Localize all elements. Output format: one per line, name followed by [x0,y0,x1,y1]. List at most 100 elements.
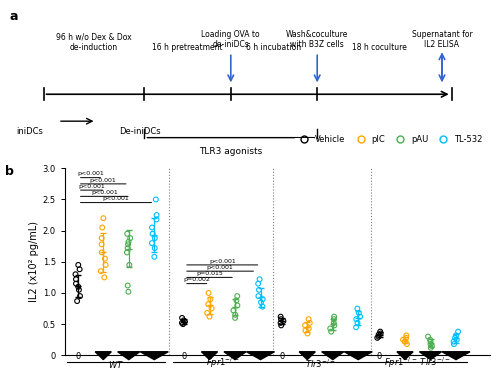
Point [74,262,82,268]
Point [204,290,212,296]
Point [98,224,106,230]
Point [203,310,211,316]
Point [401,338,409,344]
Point [426,341,434,347]
Point [277,316,285,322]
Point [75,287,83,293]
Point [451,335,459,341]
Point [97,268,105,274]
Point [256,276,264,282]
Text: p<0.001: p<0.001 [78,184,105,189]
Point [326,325,334,331]
Point [450,338,458,344]
Point [374,332,382,338]
Point [426,337,434,343]
Text: iniDCs: iniDCs [16,127,42,136]
Point [231,315,239,321]
Point [327,329,335,335]
Point [124,239,132,245]
Text: 6 h incubation: 6 h incubation [246,43,302,52]
Point [428,343,436,349]
Point [257,299,265,305]
Point [73,298,81,304]
Point [148,231,156,237]
Text: a: a [10,10,18,24]
Point [399,337,407,343]
Point [152,217,160,223]
Point [402,332,410,338]
Point [206,296,214,302]
Point [234,303,241,309]
Point [304,331,312,337]
Point [208,306,216,312]
Polygon shape [95,352,112,360]
Text: p<0.001: p<0.001 [77,171,104,177]
Text: $WT$: $WT$ [108,359,124,370]
Point [352,324,360,330]
Polygon shape [118,352,140,360]
Point [178,315,186,321]
Polygon shape [442,352,470,360]
Text: $Fpr1^{-/-}$: $Fpr1^{-/-}$ [206,356,239,370]
Text: p=0.002: p=0.002 [184,278,210,282]
Point [72,276,80,282]
Point [152,212,160,218]
Point [178,320,186,326]
Polygon shape [420,352,442,360]
Point [150,254,158,260]
Point [179,321,187,327]
Point [277,322,285,328]
Point [74,284,82,290]
Point [124,245,132,251]
Point [452,332,460,338]
Point [100,215,108,221]
Text: $Tlr3^{-/-}$: $Tlr3^{-/-}$ [304,358,336,370]
Point [280,318,287,324]
Polygon shape [322,352,344,360]
Point [232,297,240,303]
Text: 0: 0 [377,352,382,361]
Point [76,293,84,299]
Point [124,241,132,247]
Point [101,256,109,262]
Point [356,314,364,320]
Point [354,320,362,326]
Polygon shape [397,352,413,360]
Point [123,249,131,255]
Point [258,296,266,302]
Polygon shape [299,352,316,360]
Text: 96 h w/o Dex & Dox
de-induction: 96 h w/o Dex & Dox de-induction [56,33,132,52]
Text: p<0.001: p<0.001 [90,178,117,183]
Point [276,320,284,326]
Point [454,329,462,335]
Point [403,341,411,347]
Point [330,320,338,326]
Point [204,301,212,307]
Text: p<0.001: p<0.001 [207,265,234,270]
Point [376,331,384,337]
Text: p<0.001: p<0.001 [209,259,236,264]
Point [276,314,284,320]
Point [72,280,80,286]
Point [151,235,159,241]
Legend: Vehicle, pIC, pAU, TL-532: Vehicle, pIC, pAU, TL-532 [293,131,486,147]
Text: Wash&coculture
with B3Z cells: Wash&coculture with B3Z cells [286,30,348,49]
Point [354,306,362,312]
Point [452,337,460,343]
Point [126,235,134,241]
Point [233,293,241,299]
Text: b: b [5,165,14,178]
Point [98,235,106,241]
Text: TLR3 agonists: TLR3 agonists [199,147,262,156]
Point [304,316,312,322]
Polygon shape [140,352,168,360]
Polygon shape [202,352,218,360]
Point [181,319,189,325]
Point [150,245,158,251]
Point [330,316,338,322]
Point [352,316,360,322]
Text: Supernatant for
IL2 ELISA: Supernatant for IL2 ELISA [412,30,472,49]
Point [301,322,309,328]
Text: 18 h coculture: 18 h coculture [352,43,407,52]
Text: Loading OVA to
de-iniDCs: Loading OVA to de-iniDCs [202,30,260,49]
